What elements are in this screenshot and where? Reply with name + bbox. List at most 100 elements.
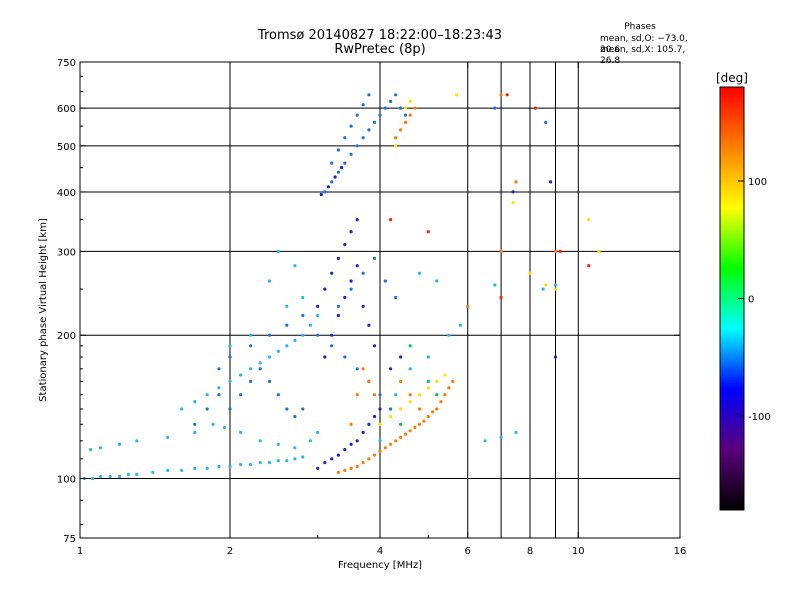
data-point [544,283,548,287]
data-point [399,128,403,132]
data-point [458,323,462,327]
data-point [323,287,327,291]
data-point [323,190,327,194]
data-point [378,407,382,411]
data-point [336,470,340,474]
data-point [316,333,320,337]
data-point [267,333,272,337]
data-point [587,218,591,222]
data-point [367,93,371,97]
data-point [372,256,377,260]
colorbar-tick-label: 100 [748,177,767,188]
data-point [372,414,377,419]
data-point [301,407,305,411]
data-point [394,144,398,148]
data-point [308,439,312,443]
data-point [166,468,170,472]
data-point [399,422,403,426]
y-tick-label: 500 [57,142,76,153]
phases-o-stats: mean, sd,O: −73.0, 20.6 [600,34,688,55]
data-point [499,93,503,97]
data-point [435,379,439,383]
data-point [349,152,353,156]
data-point [378,449,382,453]
data-point [249,462,253,467]
data-point [372,453,377,457]
data-point [361,430,365,434]
data-point [267,379,272,383]
data-point [135,439,139,443]
grid-layer [80,62,680,538]
data-point [361,136,365,140]
chart-title: Tromsø 20140827 18:22:00–18:23:43 [257,28,503,43]
data-point [217,367,221,371]
data-point [505,93,509,97]
data-point [378,439,382,443]
data-point [361,271,365,275]
data-point [408,367,412,371]
y-axis-label: Stationary phase Virtual Height [km] [38,218,49,402]
data-point [378,422,382,426]
data-point [293,264,297,268]
data-point [343,468,347,472]
data-point [408,393,412,397]
data-point [443,393,447,397]
data-point [355,218,359,222]
data-point [228,344,232,348]
data-point [426,230,430,234]
data-point [239,430,243,434]
data-point [408,113,412,117]
data-point [330,344,334,348]
data-point [355,144,359,148]
data-point [239,393,243,397]
data-point [316,430,320,434]
data-point [205,407,209,411]
data-point [355,439,359,443]
data-point [276,459,280,463]
data-point [367,128,371,132]
data-point [435,279,439,283]
data-point [91,476,95,481]
data-point [389,407,393,411]
data-point [587,264,591,268]
data-point [533,106,537,110]
x-tick-label: 8 [527,546,533,557]
data-point [293,446,297,450]
data-point [301,313,305,318]
data-point [355,113,359,117]
data-point [399,379,403,383]
data-point [336,148,340,152]
x-axis-label: Frequency [MHz] [338,560,422,571]
data-point [439,400,443,404]
data-point [336,313,340,318]
data-point [193,400,197,404]
data-point [301,295,305,300]
data-point [343,355,347,359]
data-point [367,422,371,426]
data-point [276,249,280,253]
data-point [499,435,503,439]
data-point [151,470,155,474]
data-point [330,457,334,461]
data-point [293,338,297,343]
phases-title: Phases [624,22,656,32]
data-point [435,407,439,411]
data-point [361,304,365,308]
data-point [394,295,398,300]
data-point [211,422,215,426]
data-point [285,304,289,308]
data-point [378,113,382,117]
data-point [301,333,305,337]
data-point [222,425,227,430]
data-point [403,113,408,117]
data-point [349,466,353,470]
data-point [249,367,253,371]
data-point [135,472,139,476]
data-point [511,201,515,205]
data-point [493,106,497,110]
data-point [558,249,562,253]
data-point [426,414,430,419]
data-point [193,466,197,470]
